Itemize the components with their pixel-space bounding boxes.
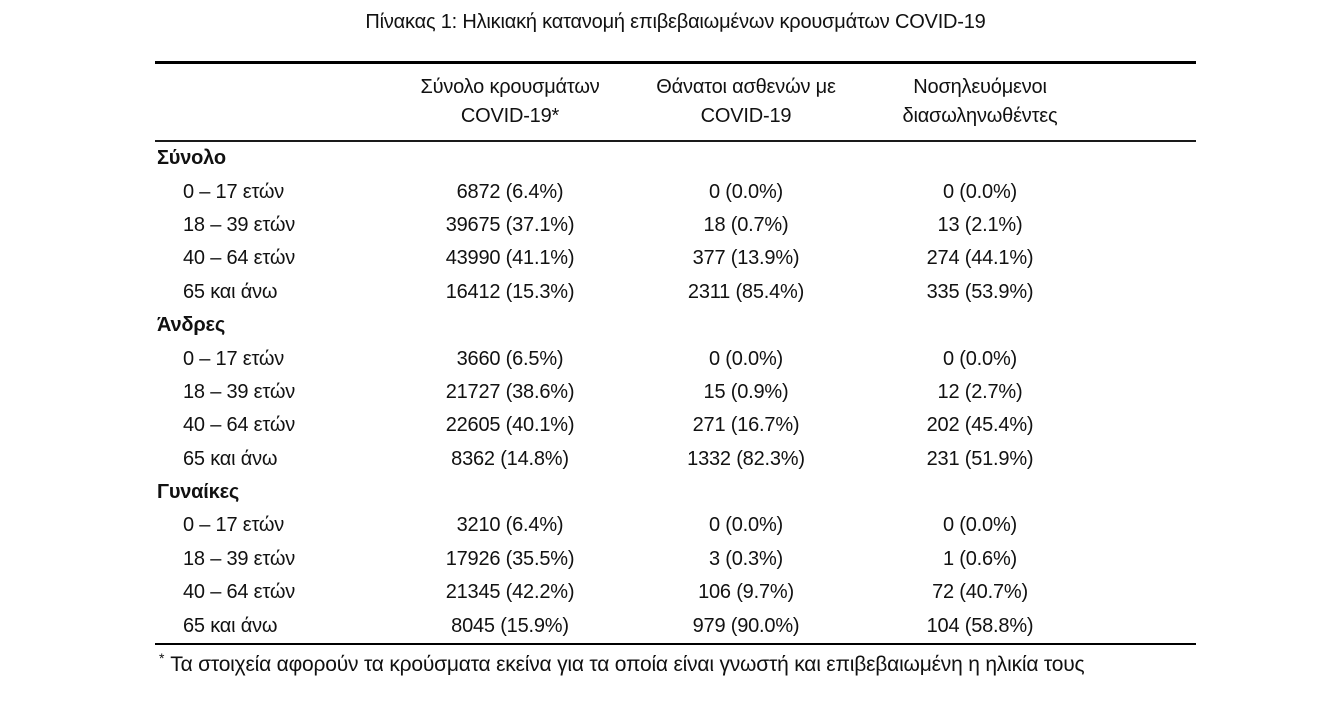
age-group-label: 40 – 64 ετών [183,581,296,604]
column-header-intubated: Νοσηλευόμενοι διασωληνωθέντες [857,73,1103,131]
age-group-label: 40 – 64 ετών [183,247,296,270]
table-row: 65 και άνω 8045 (15.9%) 979 (90.0%) 104 (58… [155,609,1196,642]
group-label: Άνδρες [157,314,226,337]
intubated-cell: 231 (51.9%) [926,447,1034,470]
deaths-cell: 377 (13.9%) [692,247,800,270]
intubated-cell: 104 (58.8%) [926,614,1034,637]
table-row: 18 – 39 ετών 17926 (35.5%) 3 (0.3%) 1 (0.6%… [155,543,1196,576]
cases-cell: 22605 (40.1%) [445,414,575,437]
cases-cell: 3660 (6.5%) [456,347,564,370]
column-header-deaths: Θάνατοι ασθενών με COVID-19 [635,73,857,131]
table-row: 0 – 17 ετών 3210 (6.4%) 0 (0.0%) 0 (0.0%) [155,509,1196,542]
cases-cell: 17926 (35.5%) [445,547,575,570]
table-row: 18 – 39 ετών 39675 (37.1%) 18 (0.7%) 13 (2.… [155,209,1196,242]
cases-cell: 21345 (42.2%) [445,581,575,604]
table-row: 40 – 64 ετών 21345 (42.2%) 106 (9.7%) 72 (4… [155,576,1196,609]
deaths-cell: 0 (0.0%) [709,180,783,203]
table-row: 40 – 64 ετών 22605 (40.1%) 271 (16.7%) 202 … [155,409,1196,442]
age-group-label: 65 και άνω [183,280,278,303]
column-header-deaths-line1: Θάνατοι ασθενών με [656,76,836,98]
age-group-label: 18 – 39 ετών [183,380,296,403]
cases-cell: 6872 (6.4%) [456,180,564,203]
table-title: Πίνακας 1: Ηλικιακή κατανομή επιβεβαιωμέ… [365,11,986,33]
column-header-intubated-line1: Νοσηλευόμενοι [913,76,1047,98]
deaths-cell: 2311 (85.4%) [687,280,805,303]
column-header-cases-line1: Σύνολο κρουσμάτων [420,76,600,98]
column-header-deaths-line2: COVID-19 [700,105,792,127]
cases-cell: 43990 (41.1%) [445,247,575,270]
footnote-text: Τα στοιχεία αφορούν τα κρούσματα εκείνα … [170,652,1085,676]
table-row: 0 – 17 ετών 3660 (6.5%) 0 (0.0%) 0 (0.0%) [155,342,1196,375]
deaths-cell: 979 (90.0%) [692,614,800,637]
column-header-cases: Σύνολο κρουσμάτων COVID-19* [385,73,635,131]
group-row: Άνδρες [155,309,1196,342]
intubated-cell: 335 (53.9%) [926,280,1034,303]
footnote-marker: * [159,649,165,666]
intubated-cell: 0 (0.0%) [943,180,1017,203]
column-header-cases-line2: COVID-19* [460,105,560,127]
table-row: 65 και άνω 16412 (15.3%) 2311 (85.4%) 335 (… [155,276,1196,309]
deaths-cell: 3 (0.3%) [709,547,783,570]
column-header-intubated-line2: διασωληνωθέντες [902,105,1058,127]
deaths-cell: 0 (0.0%) [709,347,783,370]
group-row: Γυναίκες [155,476,1196,509]
age-group-label: 65 και άνω [183,447,278,470]
document-page: Πίνακας 1: Ηλικιακή κατανομή επιβεβαιωμέ… [155,0,1196,677]
cases-cell: 16412 (15.3%) [445,280,575,303]
intubated-cell: 202 (45.4%) [926,414,1034,437]
age-group-label: 0 – 17 ετών [183,514,285,537]
deaths-cell: 106 (9.7%) [698,581,794,604]
table-body: Σύνολο 0 – 17 ετών 6872 (6.4%) 0 (0.0%) 0 (0… [155,142,1196,643]
group-label: Γυναίκες [157,481,240,504]
intubated-cell: 0 (0.0%) [943,514,1017,537]
age-group-label: 0 – 17 ετών [183,180,285,203]
table-row: 65 και άνω 8362 (14.8%) 1332 (82.3%) 231 (5… [155,443,1196,476]
age-group-label: 18 – 39 ετών [183,213,296,236]
group-row: Σύνολο [155,142,1196,175]
cases-cell: 39675 (37.1%) [445,213,575,236]
deaths-cell: 1332 (82.3%) [687,447,805,470]
group-label: Σύνολο [157,147,226,170]
deaths-cell: 15 (0.9%) [703,380,789,403]
cases-cell: 3210 (6.4%) [456,514,564,537]
cases-cell: 8045 (15.9%) [451,614,569,637]
covid-age-table: Σύνολο κρουσμάτων COVID-19* Θάνατοι ασθε… [155,61,1196,645]
intubated-cell: 274 (44.1%) [926,247,1034,270]
intubated-cell: 13 (2.1%) [937,213,1023,236]
table-row: 18 – 39 ετών 21727 (38.6%) 15 (0.9%) 12 (2.… [155,376,1196,409]
cases-cell: 21727 (38.6%) [445,380,575,403]
age-group-label: 0 – 17 ετών [183,347,285,370]
deaths-cell: 271 (16.7%) [692,414,800,437]
intubated-cell: 72 (40.7%) [932,581,1028,604]
age-group-label: 18 – 39 ετών [183,547,296,570]
table-row: 0 – 17 ετών 6872 (6.4%) 0 (0.0%) 0 (0.0%) [155,175,1196,208]
cases-cell: 8362 (14.8%) [451,447,569,470]
table-header-row: Σύνολο κρουσμάτων COVID-19* Θάνατοι ασθε… [155,64,1196,142]
table-row: 40 – 64 ετών 43990 (41.1%) 377 (13.9%) 274 … [155,242,1196,275]
deaths-cell: 18 (0.7%) [703,213,789,236]
intubated-cell: 0 (0.0%) [943,347,1017,370]
intubated-cell: 12 (2.7%) [937,380,1023,403]
intubated-cell: 1 (0.6%) [943,547,1017,570]
deaths-cell: 0 (0.0%) [709,514,783,537]
age-group-label: 40 – 64 ετών [183,414,296,437]
age-group-label: 65 και άνω [183,614,278,637]
table-footnote: * Τα στοιχεία αφορούν τα κρούσματα εκείνα… [155,645,1196,677]
